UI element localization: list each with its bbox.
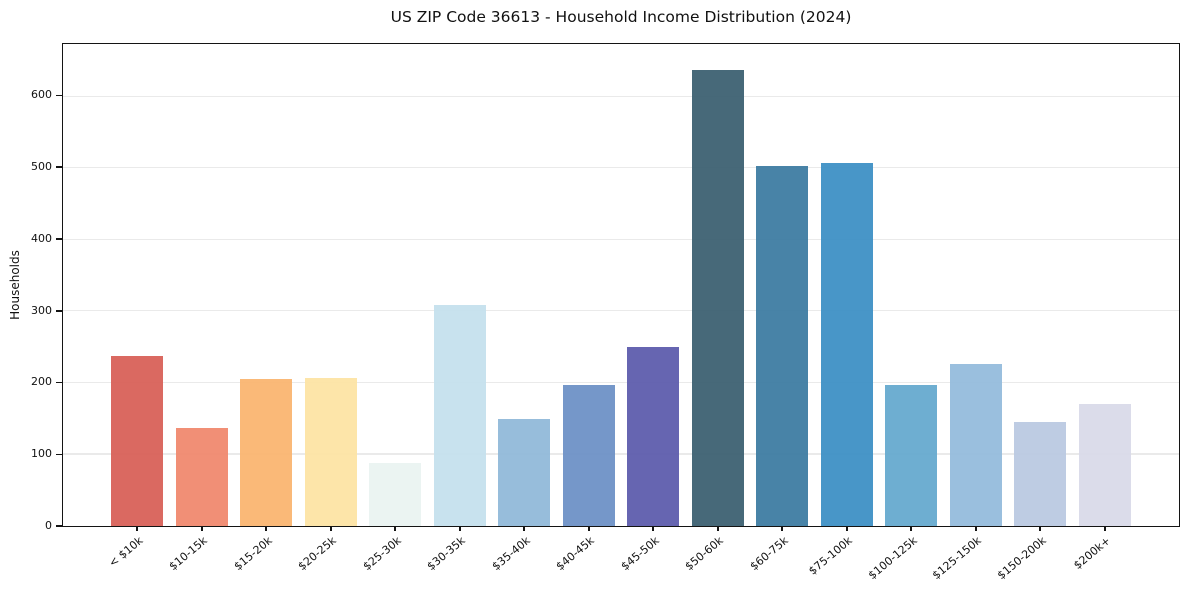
bar-cell-2: $15-20k [232,44,293,573]
bar-5 [433,305,486,526]
x-tick-15 [1103,526,1106,531]
bar-15 [1078,403,1131,526]
y-tick-mark-500 [56,166,62,168]
bar-2 [240,379,293,526]
gridline-y-200 [63,381,1179,383]
bar-13 [949,363,1002,526]
y-tick-mark-600 [56,94,62,97]
x-tick-10 [781,526,784,531]
x-tick-13 [974,526,977,531]
x-tick-label-1: $10-15k [167,534,211,574]
x-tick-label-3: $20-25k [296,534,340,574]
x-tick-label-13: $125-150k [930,534,985,583]
x-tick-14 [1039,526,1042,531]
y-tick-mark-0 [56,525,62,527]
bar-cell-3: $20-25k [296,44,357,573]
x-tick-11 [845,526,848,531]
bar-cell-1: $10-15k [167,44,228,573]
x-tick-1 [200,526,203,531]
y-tick-mark-200 [56,381,62,384]
x-tick-label-6: $35-40k [489,534,533,574]
bar-cell-12: $100-125k [866,44,938,582]
bar-4 [369,463,422,526]
x-tick-label-14: $150-200k [994,534,1049,583]
x-tick-label-9: $50-60k [683,534,727,574]
y-tick-mark-400 [56,238,62,240]
bar-cell-10: $60-75k [748,44,809,573]
x-tick-label-11: $75-100k [806,534,856,578]
bar-cell-0: < $10k [107,44,164,570]
x-tick-6 [523,526,526,531]
x-tick-label-5: $30-35k [425,534,469,574]
bar-cell-5: $30-35k [425,44,486,573]
x-tick-8 [652,526,655,531]
x-tick-label-2: $15-20k [231,534,275,574]
bar-11 [820,163,873,526]
gridline-y-400 [63,238,1179,240]
bar-cell-15: $200k+ [1071,44,1131,572]
x-tick-label-10: $60-75k [747,534,791,574]
bar-cell-4: $25-30k [361,44,422,573]
y-tick-label-500: 500 [31,159,52,173]
bar-8 [627,346,680,526]
bar-12 [885,385,938,526]
x-tick-label-15: $200k+ [1071,534,1114,572]
x-tick-5 [458,526,461,531]
y-tick-mark-100 [56,453,62,456]
bar-6 [498,418,551,526]
x-tick-3 [329,526,332,531]
y-tick-label-600: 600 [31,88,52,102]
gridline-y-600 [63,95,1179,97]
bar-14 [1014,422,1067,526]
x-tick-7 [587,526,590,531]
y-tick-label-100: 100 [31,447,52,461]
x-tick-2 [265,526,268,531]
x-tick-label-8: $45-50k [618,534,662,574]
y-tick-mark-300 [56,309,62,312]
x-tick-4 [394,526,397,531]
bar-7 [562,385,615,526]
plot-area: < $10k $10-15k $15-20k $20-25k $25-30k $30-35… [62,43,1180,582]
bar-series: < $10k $10-15k $15-20k $20-25k $25-30k $30-35… [63,44,1179,582]
bar-1 [175,428,228,526]
gridline-y-500 [63,167,1179,169]
x-tick-0 [136,526,139,531]
y-tick-label-400: 400 [31,231,52,245]
bar-cell-7: $40-45k [554,44,615,573]
chart-title: US ZIP Code 36613 - Household Income Dis… [390,8,852,26]
bar-10 [756,165,809,526]
y-tick-label-300: 300 [31,303,52,317]
bar-3 [304,377,357,526]
x-tick-label-12: $100-125k [865,534,920,583]
bar-cell-11: $75-100k [807,44,873,578]
bar-0 [111,355,164,526]
gridline-y-300 [63,310,1179,312]
bar-cell-13: $125-150k [930,44,1002,582]
bar-9 [691,69,744,526]
x-tick-label-0: < $10k [106,534,146,570]
bar-cell-14: $150-200k [995,44,1067,582]
y-tick-label-0: 0 [45,519,52,532]
bar-cell-9: $50-60k [683,44,744,573]
x-tick-label-4: $25-30k [360,534,404,574]
x-tick-label-7: $40-45k [554,534,598,574]
x-tick-9 [716,526,719,531]
bar-cell-6: $35-40k [490,44,551,573]
bar-cell-8: $45-50k [619,44,680,573]
gridline-y-100 [63,453,1179,455]
y-tick-label-200: 200 [31,375,52,389]
x-tick-12 [910,526,913,531]
